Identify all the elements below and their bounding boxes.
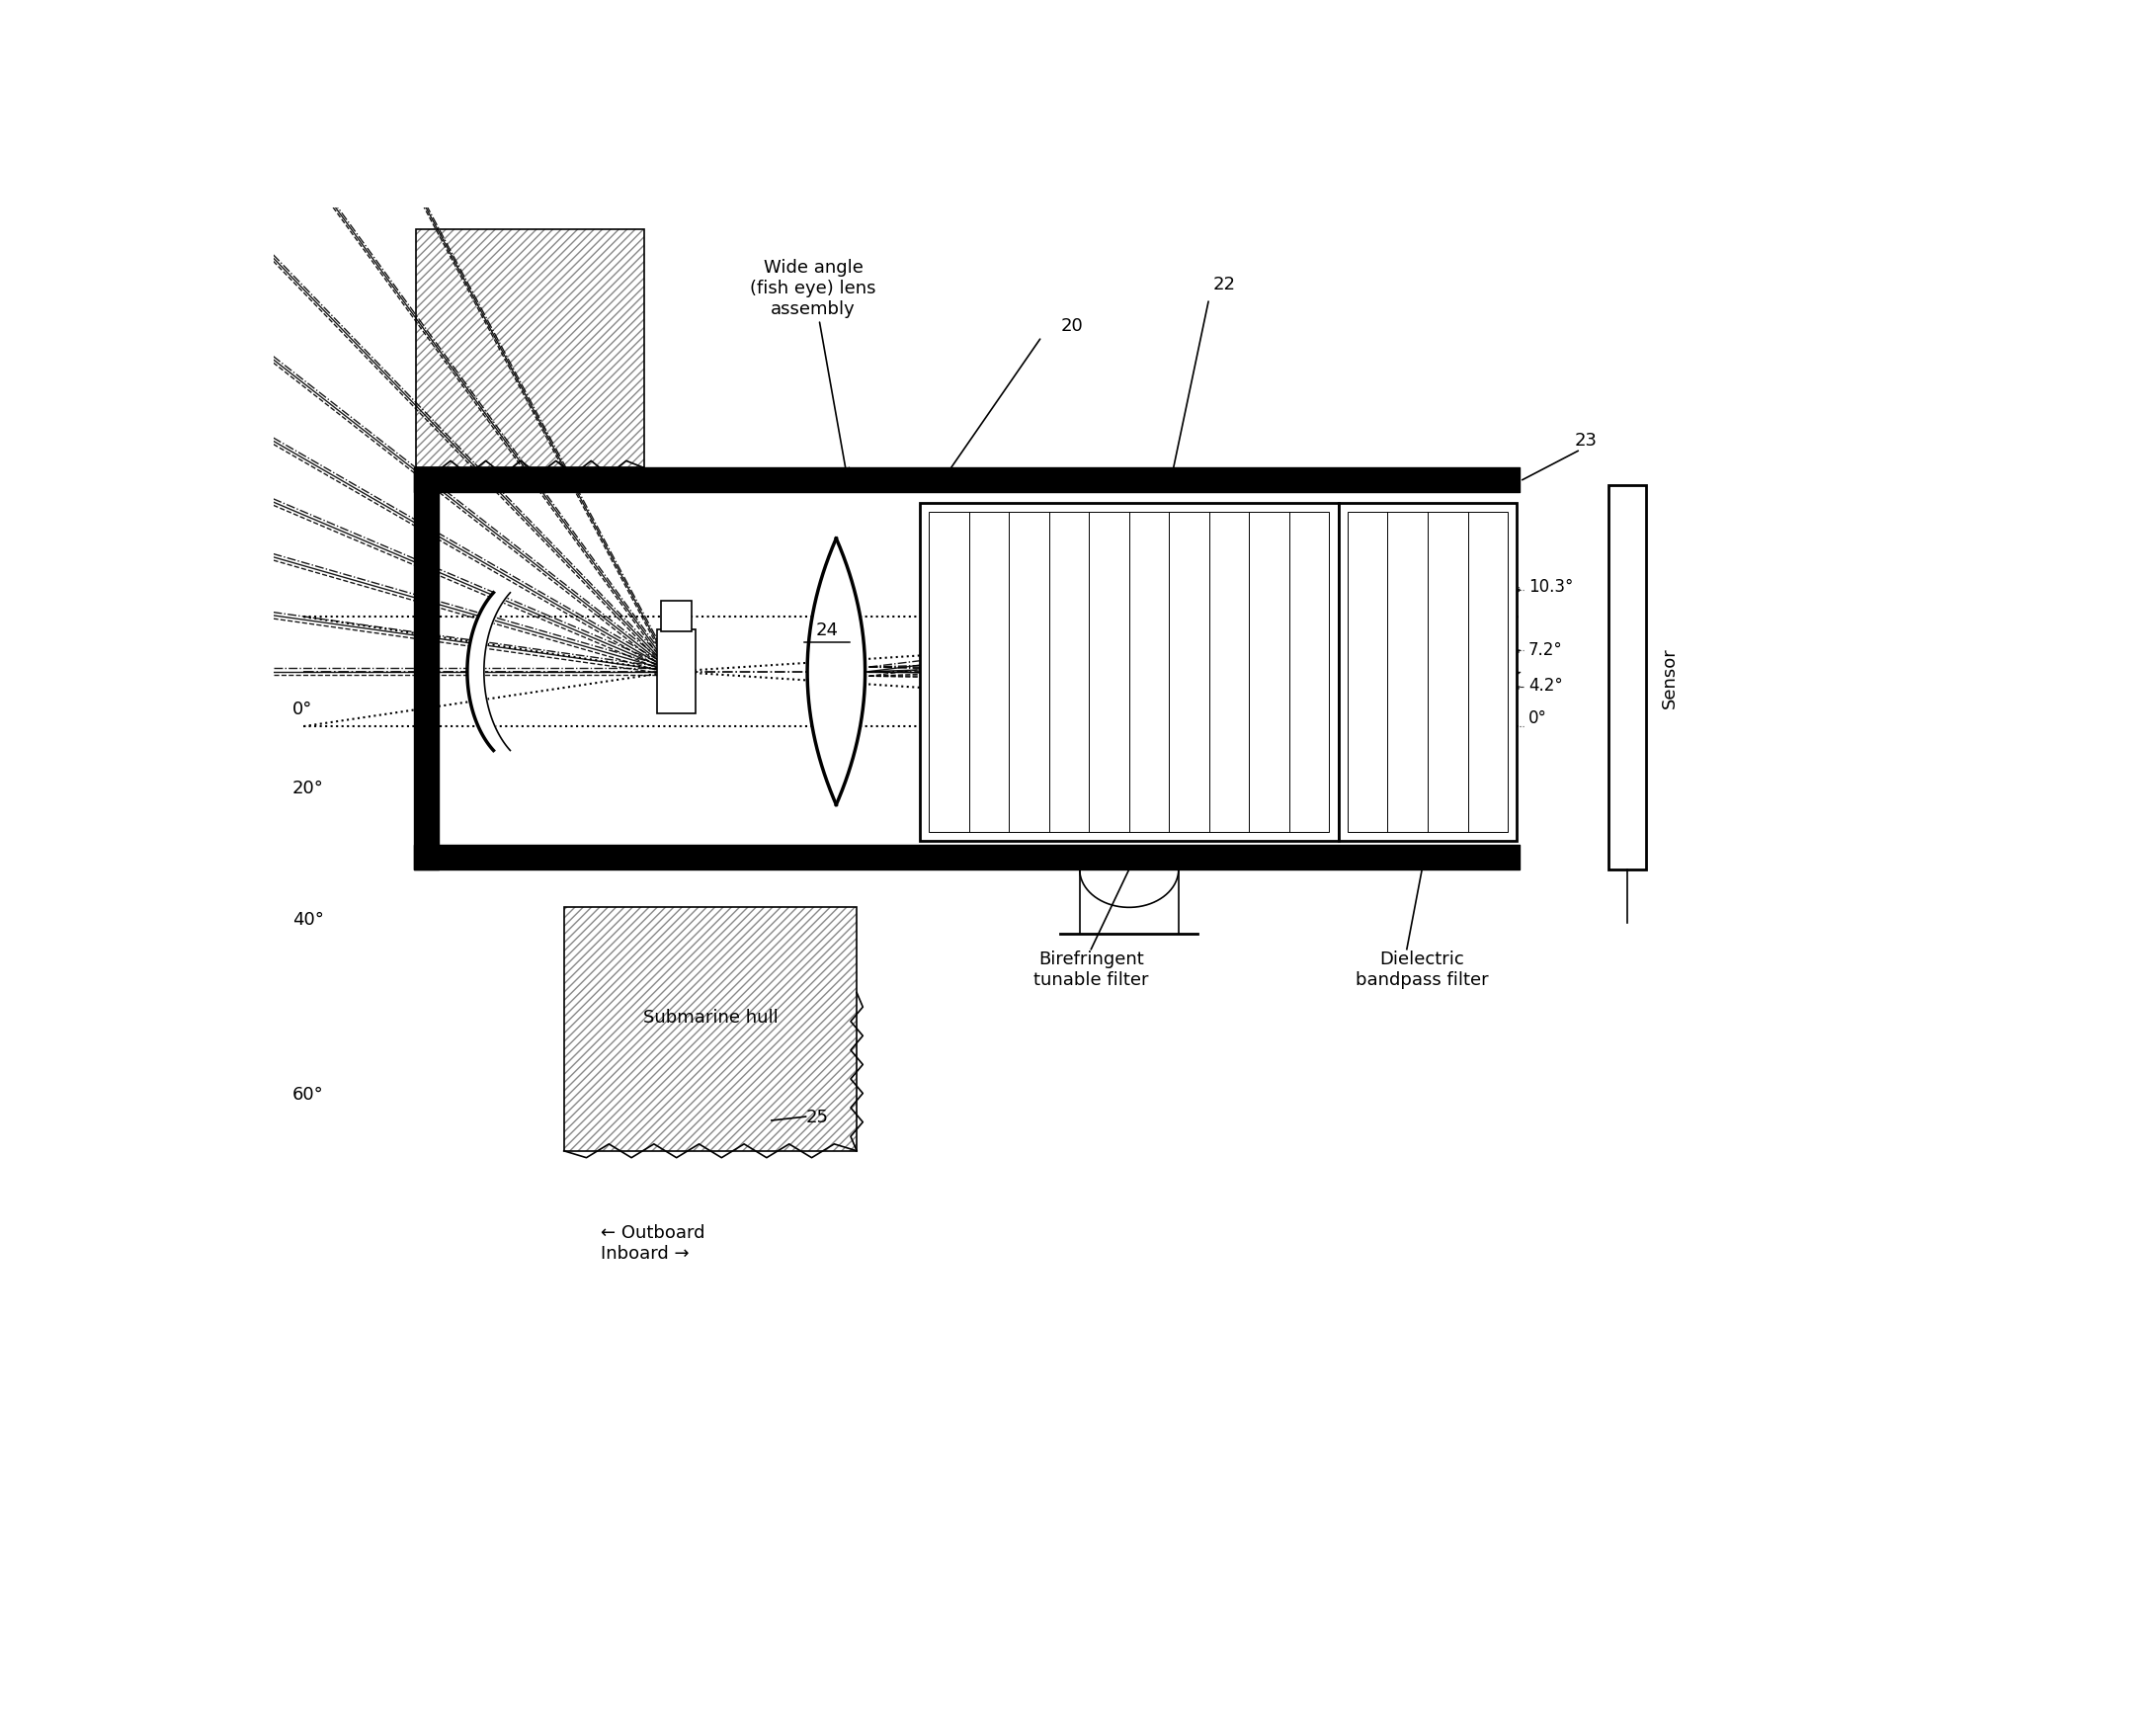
Text: Sensor: Sensor bbox=[1661, 648, 1678, 708]
Text: 25: 25 bbox=[806, 1108, 829, 1127]
Text: Birefringent
tunable filter: Birefringent tunable filter bbox=[1033, 950, 1149, 988]
Text: 60°: 60° bbox=[291, 1085, 324, 1102]
Text: 7.2°: 7.2° bbox=[1528, 641, 1562, 658]
Bar bbox=[1348, 512, 1509, 833]
Text: 24: 24 bbox=[816, 621, 838, 639]
Text: 22: 22 bbox=[1213, 276, 1237, 293]
Text: 4.2°: 4.2° bbox=[1528, 677, 1562, 694]
Bar bbox=[416, 229, 643, 469]
Text: 40°: 40° bbox=[291, 910, 324, 929]
Bar bbox=[919, 503, 1339, 842]
Text: 20°: 20° bbox=[291, 779, 324, 797]
Bar bbox=[658, 630, 696, 713]
Bar bbox=[564, 908, 857, 1151]
Bar bbox=[416, 229, 643, 469]
Text: Wide angle
(fish eye) lens
assembly: Wide angle (fish eye) lens assembly bbox=[750, 259, 876, 476]
Bar bbox=[564, 908, 857, 1151]
Text: 0°: 0° bbox=[1528, 708, 1547, 727]
Bar bbox=[1339, 503, 1517, 842]
Text: Submarine hull: Submarine hull bbox=[643, 1009, 778, 1026]
Bar bbox=[662, 601, 692, 632]
Bar bbox=[930, 512, 1329, 833]
Text: Dielectric
bandpass filter: Dielectric bandpass filter bbox=[1357, 950, 1489, 988]
Text: ← Outboard
Inboard →: ← Outboard Inboard → bbox=[600, 1224, 705, 1262]
Text: 23: 23 bbox=[1575, 431, 1597, 450]
Text: 20: 20 bbox=[1061, 318, 1082, 335]
Bar bbox=[1609, 486, 1646, 870]
Polygon shape bbox=[808, 540, 866, 806]
Text: 10.3°: 10.3° bbox=[1528, 578, 1573, 595]
Text: 0°: 0° bbox=[291, 700, 313, 717]
